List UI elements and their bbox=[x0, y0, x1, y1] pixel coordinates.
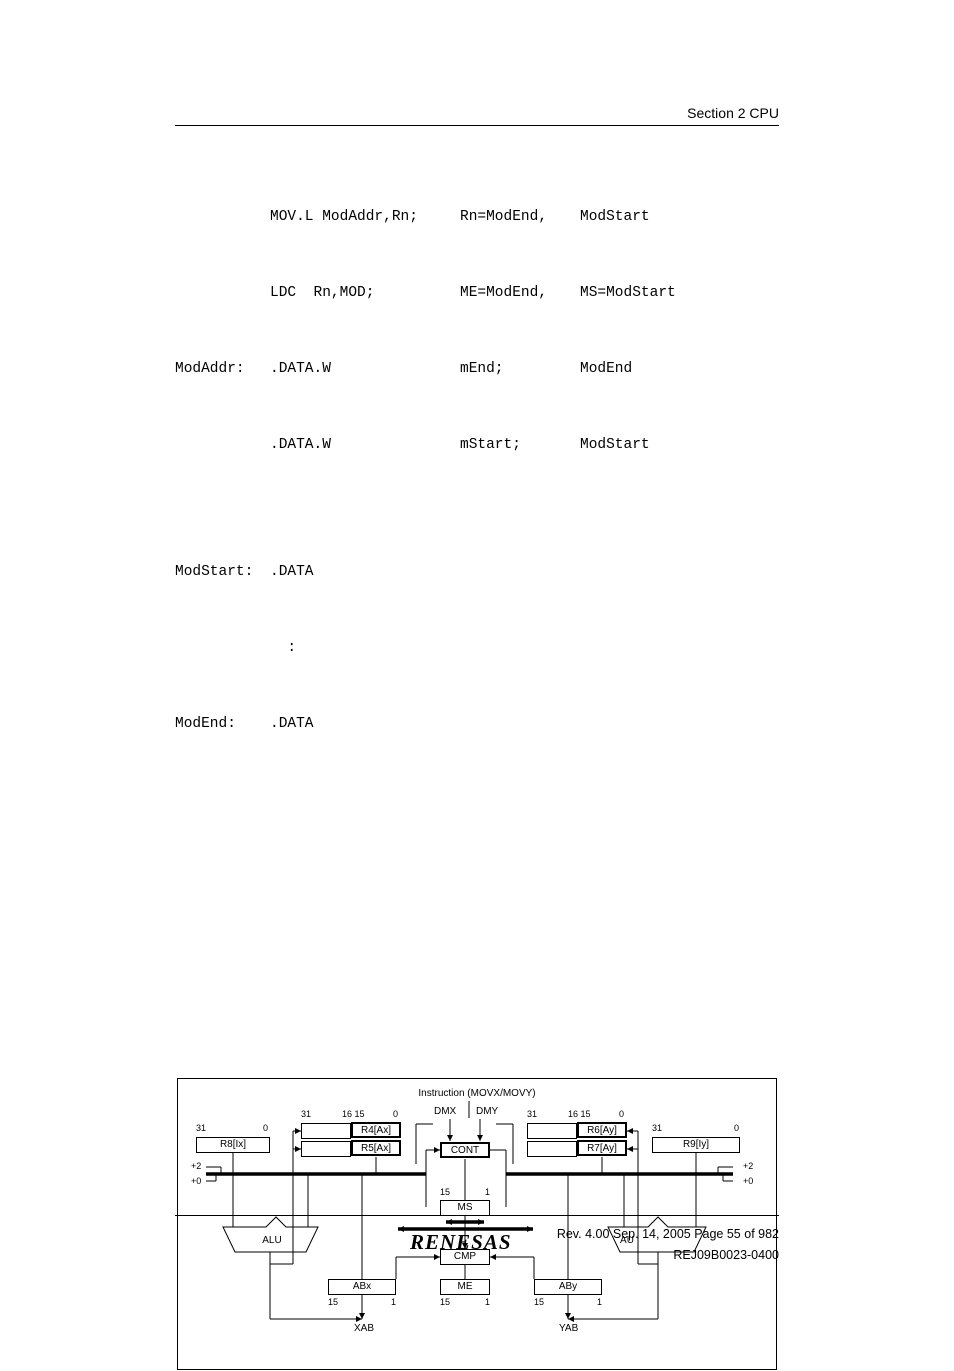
code-line-4: .DATA.WmStart;ModStart bbox=[175, 433, 779, 458]
revision-text: Rev. 4.00 Sep. 14, 2005 Page 55 of 982 bbox=[557, 1224, 779, 1245]
renesas-logo: RENESAS bbox=[410, 1230, 512, 1255]
code-listing: MOV.L ModAddr,Rn;Rn=ModEnd,ModStart LDC … bbox=[175, 154, 779, 788]
section-title: Section 2 CPU bbox=[687, 105, 779, 121]
code-line-3: ModAddr:.DATA.WmEnd;ModEnd bbox=[175, 357, 779, 382]
page-header: Section 2 CPU bbox=[175, 105, 779, 126]
code-line-7: : bbox=[175, 636, 779, 661]
code-line-1: MOV.L ModAddr,Rn;Rn=ModEnd,ModStart bbox=[175, 205, 779, 230]
page-footer: RENESAS Rev. 4.00 Sep. 14, 2005 Page 55 … bbox=[175, 1215, 779, 1267]
code-line-8: ModEnd:.DATA bbox=[175, 712, 779, 737]
doc-id: REJ09B0023-0400 bbox=[557, 1245, 779, 1266]
code-line-6: ModStart:.DATA bbox=[175, 560, 779, 585]
code-line-2: LDC Rn,MOD;ME=ModEnd,MS=ModStart bbox=[175, 281, 779, 306]
